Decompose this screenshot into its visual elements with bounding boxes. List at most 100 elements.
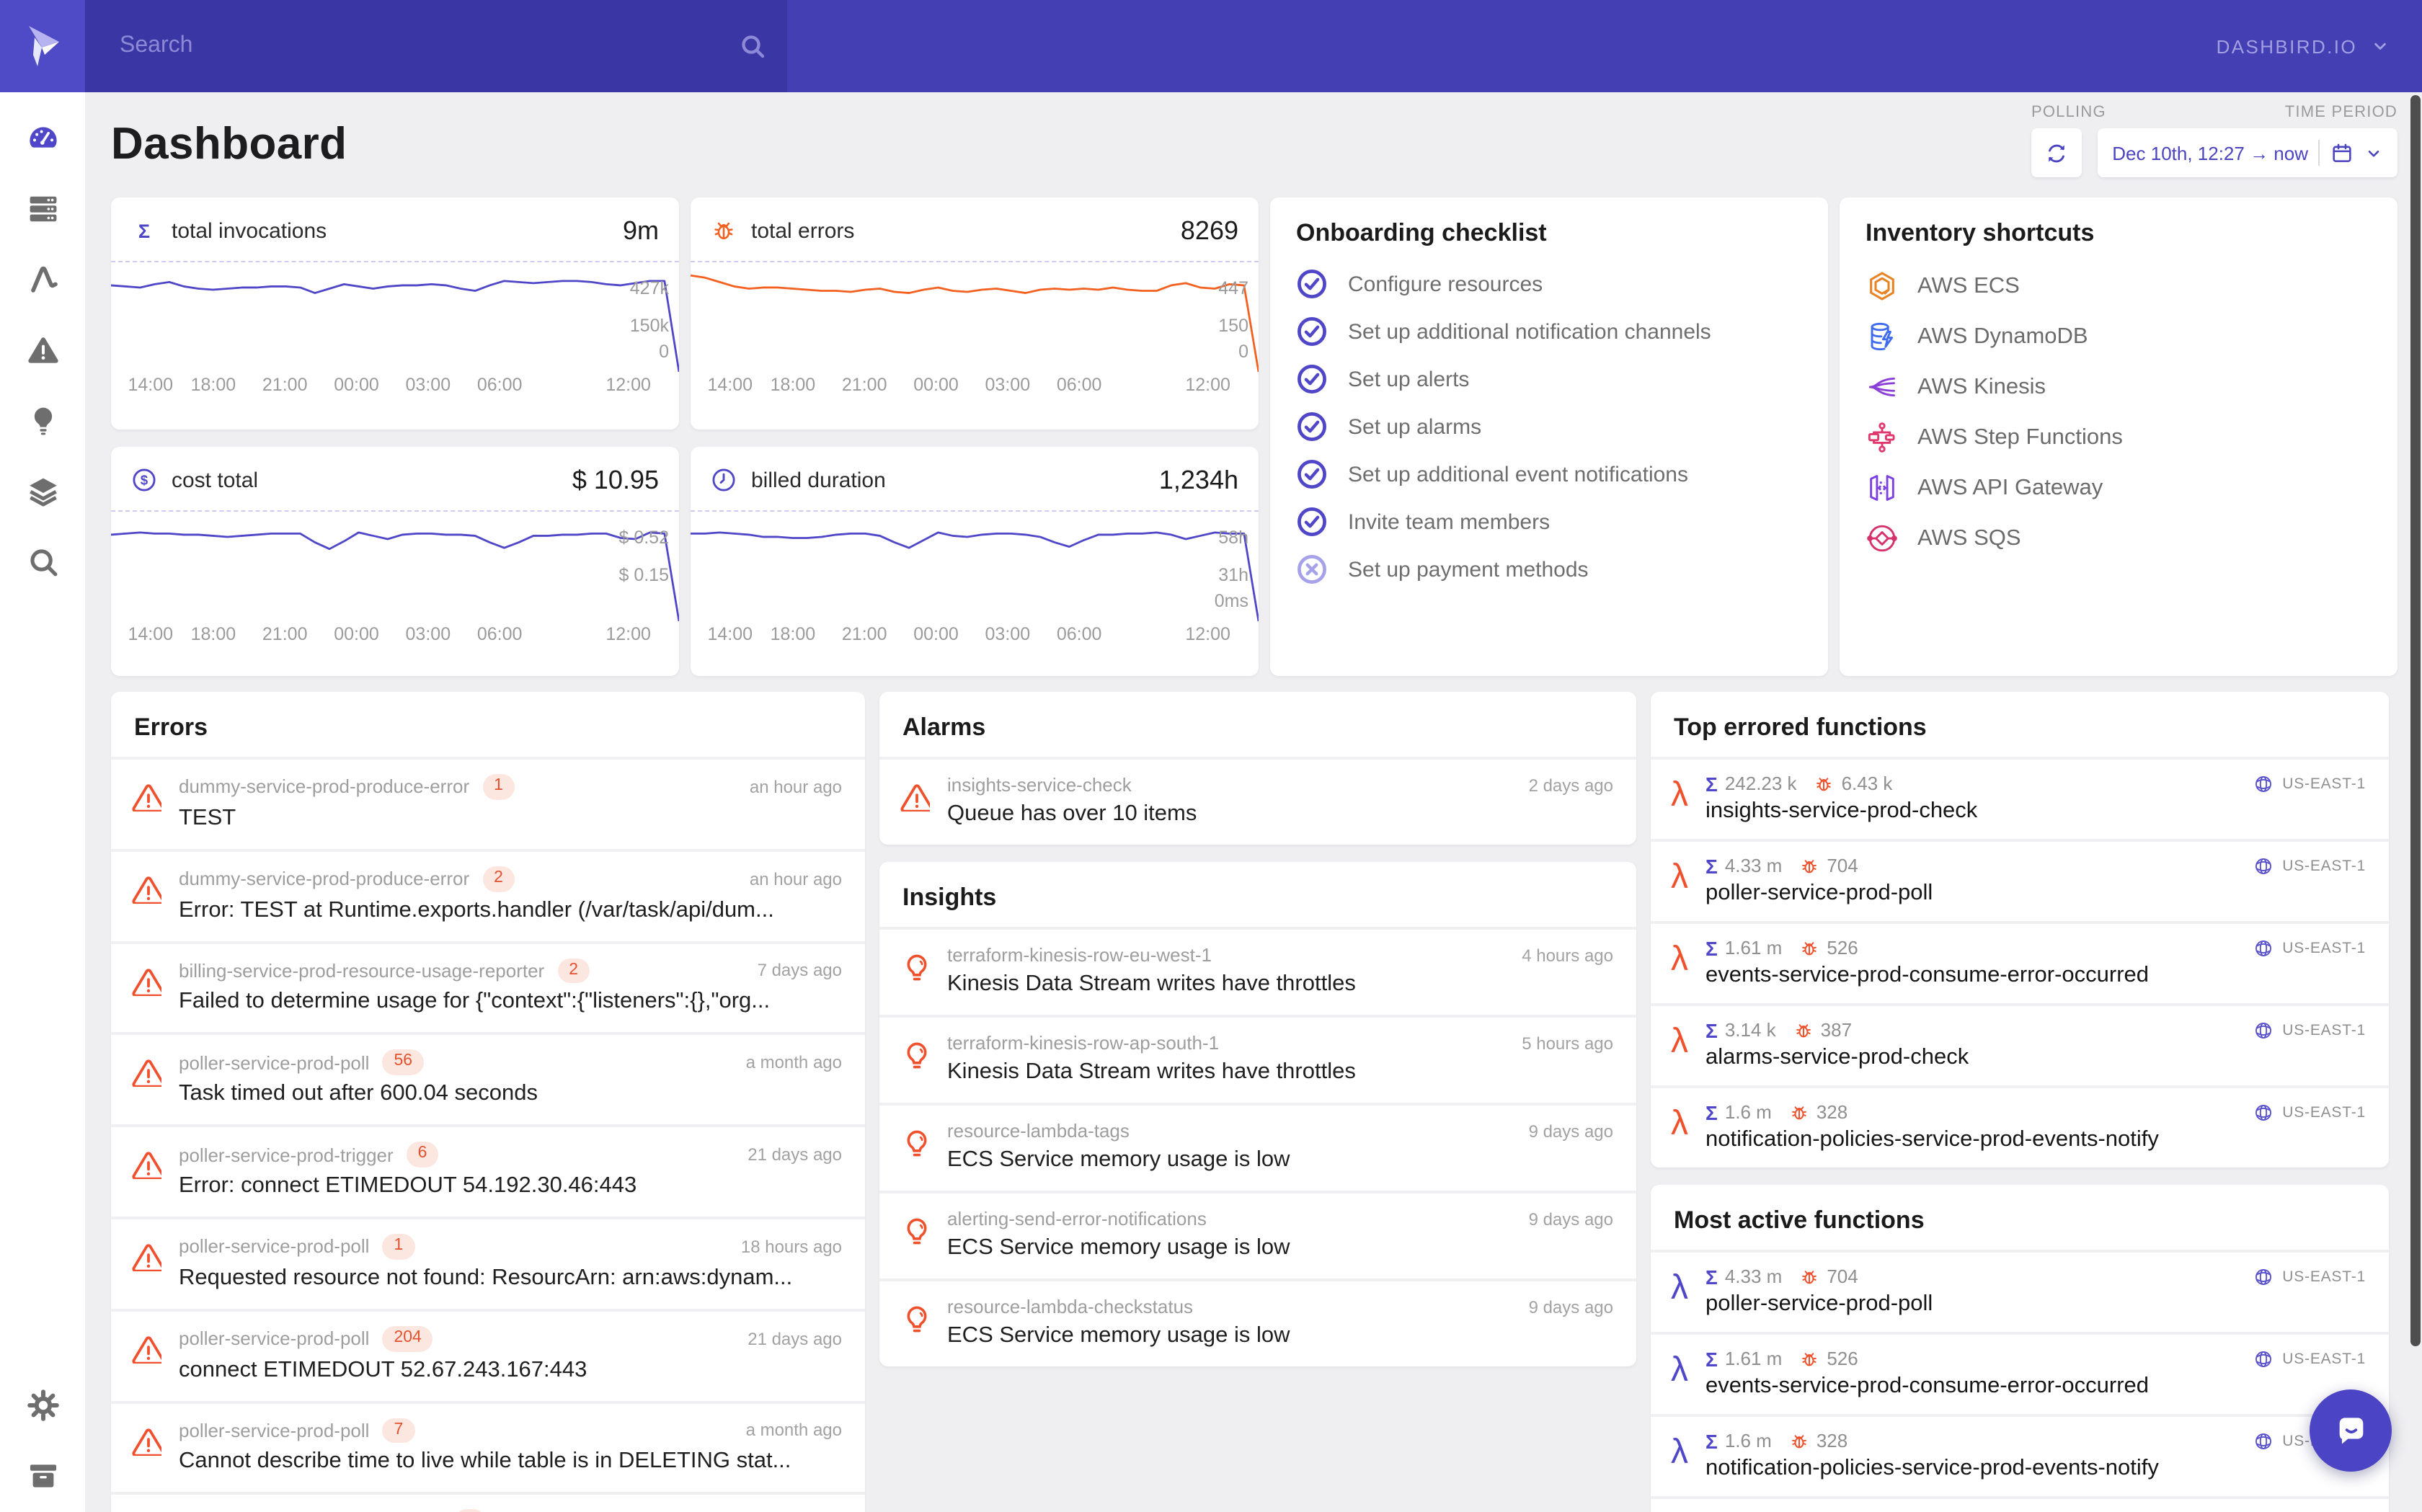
sidebar-item-lambda-functions[interactable]: [25, 262, 60, 297]
insight-row[interactable]: terraform-kinesis-row-eu-west-1 4 hours …: [879, 927, 1636, 1015]
error-time: 21 days ago: [748, 1328, 842, 1349]
x-axis-tick: 18:00: [770, 624, 816, 644]
metric-value: $ 10.95: [572, 465, 659, 494]
check-circle-icon: [1296, 458, 1328, 490]
function-row[interactable]: λ Σ 4.33 m 704: [1651, 839, 2389, 921]
inventory-item[interactable]: AWS Kinesis: [1866, 370, 2372, 404]
onboarding-item[interactable]: Set up additional event notifications: [1296, 458, 1802, 490]
dashbird-logo[interactable]: [0, 0, 85, 92]
function-row[interactable]: λ Σ 3.14 k 387: [1651, 1003, 2389, 1085]
inventory-item[interactable]: AWS Step Functions: [1866, 421, 2372, 454]
divider: [2318, 140, 2320, 166]
alarms-panel-title: Alarms: [902, 713, 986, 741]
metric-icon: [711, 218, 737, 244]
function-row[interactable]: λ Σ 242.23 k 6.43 k: [1651, 757, 2389, 839]
warning-triangle-icon: [900, 784, 930, 811]
sigma-icon: Σ: [1705, 1018, 1718, 1041]
org-name: DASHBIRD.IO: [2216, 35, 2357, 57]
sidebar-item-archive[interactable]: [25, 1459, 60, 1493]
onboarding-item[interactable]: Invite team members: [1296, 506, 1802, 538]
error-time: 18 hours ago: [740, 1236, 842, 1257]
onboarding-item[interactable]: Set up payment methods: [1296, 553, 1802, 585]
onboarding-item[interactable]: Configure resources: [1296, 268, 1802, 300]
search-bar[interactable]: [85, 0, 787, 92]
sidebar-item-search[interactable]: [25, 545, 60, 579]
insight-time: 4 hours ago: [1522, 945, 1613, 965]
x-axis-tick: 21:00: [262, 624, 308, 644]
error-row[interactable]: poller-service-prod-poll 1 18 hours ago …: [111, 1216, 865, 1309]
error-message: Failed to determine usage for {"context"…: [179, 989, 771, 1014]
function-row[interactable]: λ Σ 1.6 m 328: [1651, 1085, 2389, 1168]
check-circle-icon: [1296, 506, 1328, 538]
org-switcher[interactable]: DASHBIRD.IO: [2217, 0, 2422, 92]
insight-row[interactable]: resource-lambda-tags 9 days ago ECS Serv…: [879, 1103, 1636, 1191]
x-axis-tick: 12:00: [606, 624, 651, 644]
inventory-item[interactable]: AWS DynamoDB: [1866, 320, 2372, 353]
insight-row[interactable]: terraform-kinesis-row-ap-south-1 5 hours…: [879, 1015, 1636, 1103]
inventory-item[interactable]: AWS ECS: [1866, 270, 2372, 303]
sidebar-item-dashboard[interactable]: [25, 121, 60, 156]
error-row[interactable]: poller-service-prod-poll 204 21 days ago…: [111, 1308, 865, 1401]
function-row[interactable]: λ Σ 1.61 m 526: [1651, 921, 2389, 1003]
refresh-button[interactable]: [2031, 128, 2082, 177]
time-period-button[interactable]: Dec 10th, 12:27 → now: [2098, 128, 2397, 177]
error-row[interactable]: poller-service-prod-poll 56 a month ago …: [111, 1032, 865, 1125]
insight-source-name: resource-lambda-tags: [947, 1120, 1130, 1142]
inventory-item[interactable]: AWS SQS: [1866, 522, 2372, 555]
error-row[interactable]: events-service-prod-find-events 1 21 hou…: [111, 1492, 865, 1512]
insight-time: 5 hours ago: [1522, 1033, 1613, 1053]
lightbulb-icon: [907, 954, 927, 981]
metric-sparkline: $ 0.52 $ 0.15: [111, 512, 679, 621]
function-row[interactable]: λ Σ 4.33 m 704: [1651, 1250, 2389, 1332]
onboarding-item[interactable]: Set up alarms: [1296, 411, 1802, 443]
invocation-count: 3.14 k: [1724, 1019, 1776, 1041]
function-name: insights-service-prod-check: [1705, 799, 1978, 823]
error-row[interactable]: billing-service-prod-resource-usage-repo…: [111, 940, 865, 1033]
sidebar-item-errors[interactable]: [25, 333, 60, 368]
error-row[interactable]: poller-service-prod-trigger 6 21 days ag…: [111, 1124, 865, 1217]
y-axis-tick: 31h: [1218, 565, 1248, 586]
onboarding-item[interactable]: Set up alerts: [1296, 363, 1802, 395]
search-icon[interactable]: [738, 32, 767, 61]
invocation-count: 1.61 m: [1724, 1348, 1783, 1369]
error-time: 7 days ago: [757, 960, 842, 981]
error-row[interactable]: poller-service-prod-poll 7 a month ago C…: [111, 1400, 865, 1493]
metric-card[interactable]: total invocations 9m 427k 150k 0 14:00 18:0…: [111, 197, 679, 430]
page-scrollbar[interactable]: [2410, 95, 2421, 1346]
region-label: US-EAST-1: [2282, 939, 2366, 956]
warning-triangle-icon: [131, 965, 161, 995]
metric-card[interactable]: cost total $ 10.95 $ 0.52 $ 0.15 14:00 18:…: [111, 447, 679, 676]
error-row[interactable]: dummy-service-prod-produce-error 2 an ho…: [111, 848, 865, 941]
chat-widget-button[interactable]: [2310, 1389, 2392, 1472]
onboarding-item[interactable]: Set up additional notification channels: [1296, 316, 1802, 347]
header-controls: POLLING TIME PERIOD Dec 10th, 12:27 → no…: [2031, 104, 2397, 177]
search-input[interactable]: [117, 32, 738, 61]
inventory-item[interactable]: AWS API Gateway: [1866, 471, 2372, 504]
onboarding-item-label: Configure resources: [1348, 272, 1543, 296]
error-count: 704: [1827, 855, 1858, 876]
error-time: a month ago: [745, 1052, 842, 1073]
bug-icon: [1814, 773, 1835, 793]
metric-card[interactable]: billed duration 1,234h 58h 31h 0ms 14:00 18…: [691, 447, 1259, 676]
sidebar-item-resources[interactable]: [25, 192, 60, 226]
error-function-name: poller-service-prod-poll: [179, 1235, 370, 1258]
metric-card[interactable]: total errors 8269 447 150 0 14:00 18:00 21:0…: [691, 197, 1259, 430]
function-row[interactable]: λ Σ 1.22 m 148: [1651, 1496, 2389, 1512]
alarm-row[interactable]: insights-service-check 2 days ago Queue …: [879, 757, 1636, 845]
sidebar-item-stacks[interactable]: [25, 474, 60, 509]
sidebar-item-insights[interactable]: [25, 404, 60, 438]
metric-sparkline: 58h 31h 0ms: [691, 512, 1259, 621]
alarm-message: Queue has over 10 items: [947, 801, 1197, 826]
function-row[interactable]: λ Σ 1.6 m 328: [1651, 1414, 2389, 1496]
region-label: US-EAST-1: [2282, 775, 2366, 792]
lightbulb-icon: [907, 1042, 927, 1069]
error-row[interactable]: dummy-service-prod-produce-error 1 an ho…: [111, 757, 865, 849]
insight-source-name: terraform-kinesis-row-eu-west-1: [947, 944, 1212, 966]
insight-row[interactable]: alerting-send-error-notifications 9 days…: [879, 1191, 1636, 1278]
chevron-down-icon: [2364, 143, 2383, 162]
insight-row[interactable]: resource-lambda-checkstatus 9 days ago E…: [879, 1278, 1636, 1366]
function-row[interactable]: λ Σ 1.61 m 526: [1651, 1332, 2389, 1414]
y-axis-tick: $ 0.15: [618, 565, 669, 586]
lambda-icon: λ: [1671, 940, 1688, 979]
sidebar-item-settings[interactable]: [25, 1388, 60, 1423]
